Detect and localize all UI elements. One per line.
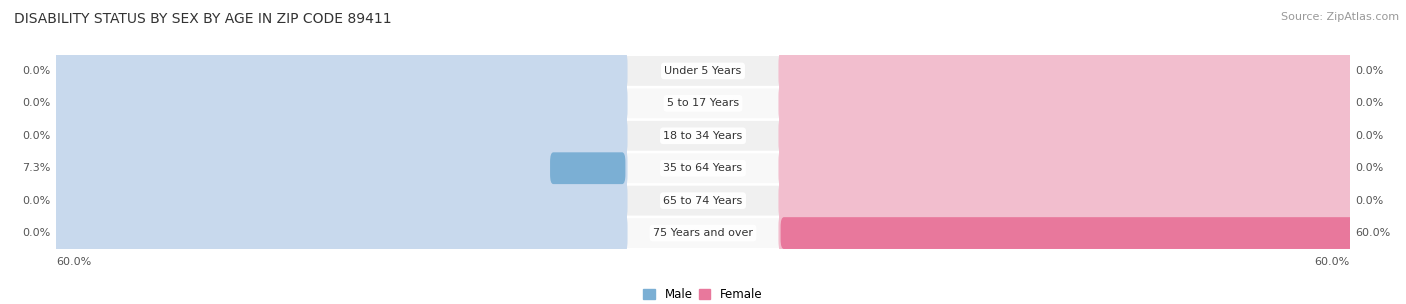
FancyBboxPatch shape [51,113,627,159]
FancyBboxPatch shape [779,80,1355,126]
FancyBboxPatch shape [779,48,1355,94]
Text: 0.0%: 0.0% [22,131,51,141]
Text: 60.0%: 60.0% [56,257,91,268]
FancyBboxPatch shape [56,121,1350,151]
Text: 0.0%: 0.0% [22,98,51,108]
FancyBboxPatch shape [56,218,1350,248]
FancyBboxPatch shape [51,145,627,191]
Text: Source: ZipAtlas.com: Source: ZipAtlas.com [1281,12,1399,22]
FancyBboxPatch shape [550,152,626,184]
Text: 0.0%: 0.0% [22,66,51,76]
Text: 18 to 34 Years: 18 to 34 Years [664,131,742,141]
Text: 0.0%: 0.0% [1355,66,1384,76]
FancyBboxPatch shape [779,113,1355,159]
FancyBboxPatch shape [51,210,627,256]
Text: 7.3%: 7.3% [22,163,51,173]
Text: 65 to 74 Years: 65 to 74 Years [664,196,742,206]
Text: 0.0%: 0.0% [22,228,51,238]
Text: 0.0%: 0.0% [22,196,51,206]
FancyBboxPatch shape [56,56,1350,86]
Text: 60.0%: 60.0% [1315,257,1350,268]
FancyBboxPatch shape [779,178,1355,224]
Text: Under 5 Years: Under 5 Years [665,66,741,76]
FancyBboxPatch shape [56,186,1350,216]
Text: 0.0%: 0.0% [1355,196,1384,206]
FancyBboxPatch shape [780,217,1353,249]
Text: 5 to 17 Years: 5 to 17 Years [666,98,740,108]
FancyBboxPatch shape [56,153,1350,183]
Text: 0.0%: 0.0% [1355,98,1384,108]
Text: 75 Years and over: 75 Years and over [652,228,754,238]
FancyBboxPatch shape [51,80,627,126]
Text: 60.0%: 60.0% [1355,228,1391,238]
Text: 0.0%: 0.0% [1355,163,1384,173]
FancyBboxPatch shape [51,48,627,94]
Text: DISABILITY STATUS BY SEX BY AGE IN ZIP CODE 89411: DISABILITY STATUS BY SEX BY AGE IN ZIP C… [14,12,392,26]
FancyBboxPatch shape [779,210,1355,256]
Text: 0.0%: 0.0% [1355,131,1384,141]
FancyBboxPatch shape [56,88,1350,118]
FancyBboxPatch shape [51,178,627,224]
Legend: Male, Female: Male, Female [638,283,768,304]
FancyBboxPatch shape [779,145,1355,191]
Text: 35 to 64 Years: 35 to 64 Years [664,163,742,173]
